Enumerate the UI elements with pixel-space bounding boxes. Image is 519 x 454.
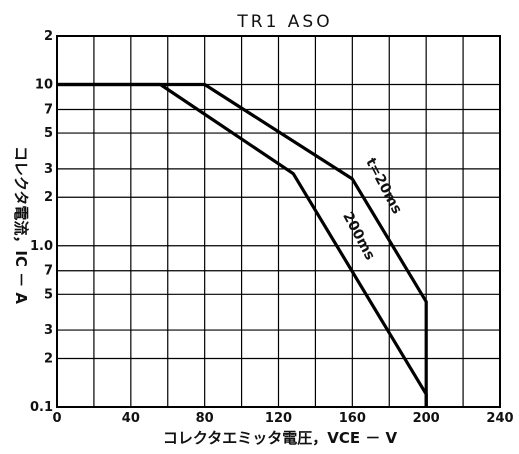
x-tick-label: 0 [52, 411, 61, 426]
y-tick-label: 1.0 [30, 239, 53, 254]
series-line-200ms [57, 82, 428, 407]
y-tick-label: 2 [44, 351, 53, 366]
y-axis-label: コレクタ電流，IC － A [12, 146, 30, 304]
y-tick-label: 2 [44, 29, 53, 44]
series-label-200ms: 200ms [339, 209, 378, 263]
plot-frame [56, 35, 501, 408]
chart-title: TR1 ASO [236, 12, 332, 32]
x-tick-label: 120 [265, 411, 292, 426]
y-tick-label: 5 [44, 287, 53, 302]
y-tick-label: 0.1 [30, 400, 53, 415]
series-layer [57, 82, 428, 407]
x-tick-label: 160 [339, 411, 366, 426]
y-tick-label: 7 [44, 264, 53, 279]
x-tick-label: 200 [413, 411, 440, 426]
x-axis-label: コレクタエミッタ電圧，VCE － V [163, 429, 398, 447]
grid [56, 35, 501, 408]
y-tick-label: 2 [44, 190, 53, 205]
y-tick-label: 3 [44, 323, 53, 338]
y-tick-label: 3 [44, 162, 53, 177]
y-tick-label: 10 [35, 78, 53, 93]
x-tick-label: 240 [486, 411, 513, 426]
y-tick-label: 5 [44, 126, 53, 141]
y-tick-label: 7 [44, 103, 53, 118]
tick-labels: 0 40 80 120 160 200 240 0.1 2 3 5 7 1.0 2 3 5 7 10 2 [30, 29, 514, 426]
x-tick-label: 40 [122, 411, 140, 426]
x-tick-label: 80 [196, 411, 214, 426]
